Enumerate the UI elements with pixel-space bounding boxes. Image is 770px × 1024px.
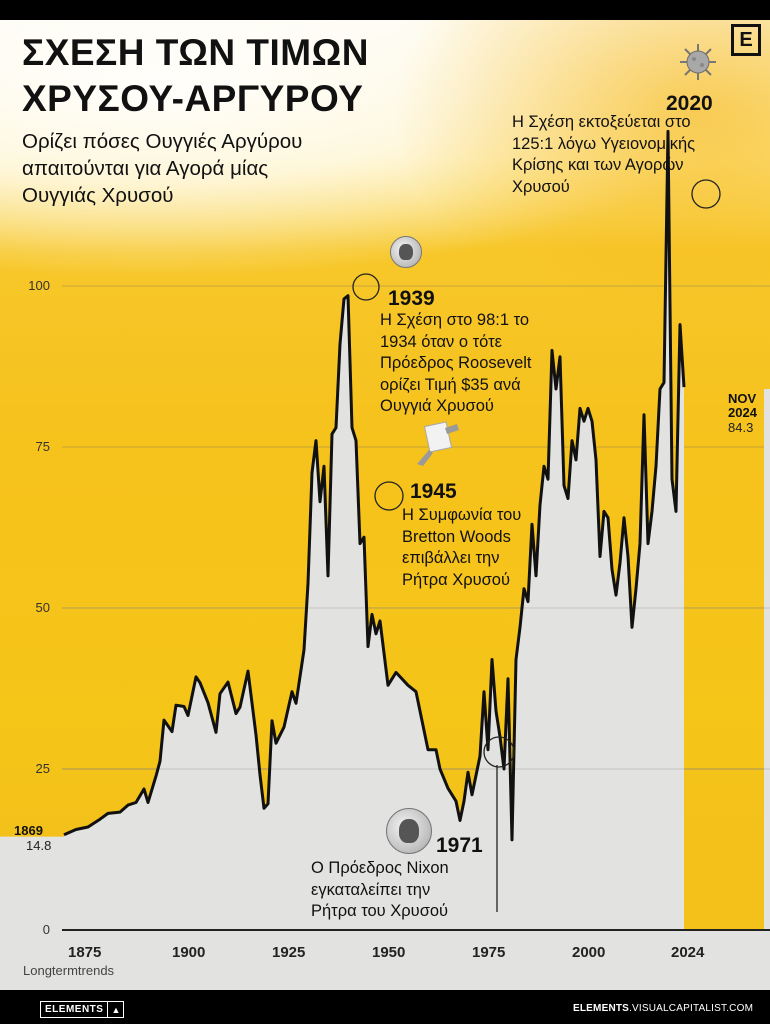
site-bold: ELEMENTS (573, 1003, 630, 1014)
y-tick-0: 0 (42, 922, 50, 937)
footer-bar (0, 990, 770, 1024)
marker-1945-circle (374, 481, 404, 511)
source-label: Longtermtrends (23, 963, 115, 978)
annotation-1939-text: Η Σχέση στο 98:1 το 1934 όταν ο τότε Πρό… (380, 310, 532, 418)
nixon-coin-icon (386, 808, 432, 854)
annotation-1939-line: Πρόεδρος Roosevelt (380, 354, 532, 372)
roosevelt-coin-icon (390, 236, 422, 268)
virus-icon (680, 44, 716, 80)
title-line-1: ΣΧΕΣΗ ΤΩΝ ΤΙΜΩΝ (22, 32, 369, 73)
elements-brand-icon: ▲ (107, 1002, 123, 1017)
elements-brand-text: ELEMENTS (45, 1004, 104, 1015)
website-link[interactable]: ELEMENTS.VISUALCAPITALIST.COM (573, 1003, 753, 1014)
chart-gridlines-over (62, 607, 770, 770)
annotation-1971-text: Ο Πρόεδρος Nixon εγκαταλείπει την Ρήτρα … (311, 858, 449, 923)
marker-1971-circle (483, 736, 515, 768)
annotation-1939-line: Ουγγιά Χρυσού (380, 397, 494, 415)
y-tick-25: 25 (35, 761, 50, 776)
annotation-1945-line: Bretton Woods (402, 527, 511, 546)
end-year: 2024 (728, 405, 757, 420)
annotation-1945-line: Ρήτρα Χρυσού (402, 570, 511, 589)
marker-2020-circle (691, 179, 721, 209)
annotation-1945-line: επιβάλλει την (402, 549, 500, 567)
annotation-2020-line: Κρίσης και των Αγορών (512, 156, 684, 174)
annotation-1939-line: Η Σχέση στο 98:1 το (380, 311, 530, 329)
marker-1939-circle (352, 273, 380, 301)
x-tick-1975: 1975 (472, 944, 506, 961)
annotation-1945-year: 1945 (410, 480, 457, 503)
x-tick-2000: 2000 (572, 944, 606, 961)
y-tick-50: 50 (35, 600, 50, 615)
start-value-label: 14.8 (26, 838, 52, 853)
site-rest: .VISUALCAPITALIST.COM (629, 1003, 754, 1014)
y-tick-100: 100 (28, 278, 50, 293)
annotation-1971-line: Ο Πρόεδρος Nixon (311, 859, 449, 877)
annotation-1939-line: ορίζει Τιμή $35 ανά (380, 375, 521, 394)
annotation-1945-line: Η Συμφωνία του (402, 506, 522, 524)
title-line-2: ΧΡΥΣΟΥ-ΑΡΓΥΡΟΥ (22, 78, 364, 119)
x-tick-1925: 1925 (272, 944, 306, 961)
subtitle-line-3: Ουγγιάς Χρυσού (22, 184, 174, 207)
x-tick-1875: 1875 (68, 944, 102, 961)
ratio-line (63, 129, 686, 842)
y-tick-75: 75 (35, 439, 50, 454)
chart-title: ΣΧΕΣΗ ΤΩΝ ΤΙΜΩΝ ΧΡΥΣΟΥ-ΑΡΓΥΡΟΥ (22, 30, 369, 122)
annotation-2020-line: 125:1 λόγω Υγειονομικής (512, 134, 696, 153)
annotation-2020-line: Η Σχέση εκτοξεύεται στο (512, 113, 691, 131)
end-value-label: 84.3 (728, 420, 754, 435)
annotation-2020-line: Χρυσού (512, 177, 570, 196)
annotation-2020-year: 2020 (666, 92, 713, 115)
x-tick-1950: 1950 (372, 944, 406, 961)
end-month: NOV (728, 391, 757, 406)
annotation-1971-line: εγκαταλείπει την (311, 880, 431, 899)
annotation-1971-year: 1971 (436, 834, 483, 857)
x-tick-2024: 2024 (671, 944, 705, 961)
subtitle-line-2: απαιτούνται για Αγορά μίας (22, 157, 269, 180)
annotation-2020-text: Η Σχέση εκτοξεύεται στο 125:1 λόγω Υγειο… (512, 112, 695, 198)
annotation-1945-text: Η Συμφωνία του Bretton Woods επιβάλλει τ… (402, 505, 521, 591)
top-bar (0, 0, 770, 20)
x-tick-1900: 1900 (172, 944, 206, 961)
subtitle-line-1: Ορίζει πόσες Ουγγιές Αργύρου (22, 130, 303, 153)
end-date-label: NOV 2024 (728, 392, 757, 420)
annotation-1939-year: 1939 (388, 287, 435, 310)
silver-area (0, 131, 770, 990)
annotation-1971-line: Ρήτρα του Χρυσού (311, 902, 449, 920)
annotation-1939-line: 1934 όταν ο τότε (380, 332, 502, 351)
signing-hands-icon (417, 421, 459, 466)
chart-subtitle: Ορίζει πόσες Ουγγιές Αργύρου απαιτούνται… (22, 128, 302, 209)
elements-e-logo: E (731, 24, 761, 56)
elements-brand-logo[interactable]: ELEMENTS ▲ (40, 1001, 125, 1018)
start-year-label: 1869 (14, 823, 43, 838)
